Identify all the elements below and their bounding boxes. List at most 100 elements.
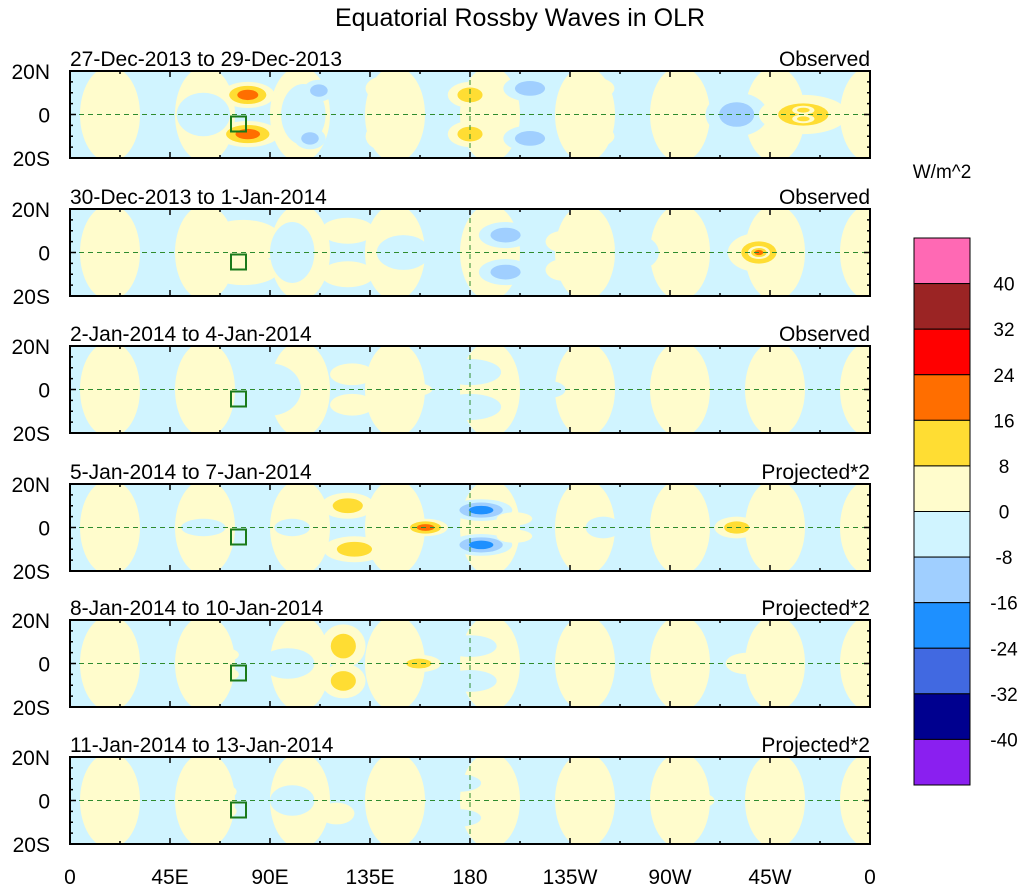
anomaly-contour xyxy=(212,667,239,681)
panel-date-range: 30-Dec-2013 to 1-Jan-2014 xyxy=(70,186,327,209)
anomaly-contour xyxy=(574,125,615,148)
anomaly-contour xyxy=(270,785,315,816)
reference-box xyxy=(230,253,247,271)
colorbar-box xyxy=(913,647,971,695)
anomaly-contour xyxy=(514,81,546,96)
anomaly-contour xyxy=(176,92,230,137)
panel-6: 20N 0 20S 11-Jan-2014 to 13-Jan-2014 Project… xyxy=(11,734,871,857)
anomaly-contour xyxy=(270,222,315,283)
colorbar-label: -40 xyxy=(990,730,1017,751)
colorbar-label: 0 xyxy=(999,503,1010,524)
anomaly-contour xyxy=(330,393,375,416)
y-tick-label: 20S xyxy=(13,286,50,309)
reference-box xyxy=(230,801,247,819)
y-tick-label: 20N xyxy=(11,61,50,84)
colorbar-box xyxy=(913,465,971,512)
anomaly-contour xyxy=(235,128,261,140)
x-tick-label: 45E xyxy=(151,866,188,889)
colorbar-box xyxy=(913,511,971,558)
anomaly-contour xyxy=(468,505,494,515)
anomaly-contour xyxy=(214,804,237,818)
colorbar-label: -16 xyxy=(990,594,1017,615)
anomaly-contour xyxy=(443,635,497,657)
colorbar-label: 16 xyxy=(993,411,1014,432)
y-tick-label: 20N xyxy=(11,474,50,497)
colorbar-box xyxy=(913,237,971,285)
panel-5: 20N 0 20S 8-Jan-2014 to 10-Jan-2014 Projecte… xyxy=(11,597,871,720)
colorbar-box xyxy=(913,693,971,740)
colorbar-box xyxy=(913,419,971,467)
y-tick-label: 20S xyxy=(13,834,50,857)
anomaly-contour xyxy=(181,518,226,537)
anomaly-contour xyxy=(496,512,533,526)
anomaly-contour xyxy=(196,391,233,410)
colorbar-label: 40 xyxy=(993,275,1014,296)
panel-kind-label: Observed xyxy=(779,186,870,209)
panel-kind-label: Observed xyxy=(779,48,870,71)
y-tick-label: 20N xyxy=(11,610,50,633)
panel-kind-label: Projected*2 xyxy=(761,461,870,484)
reference-box xyxy=(230,115,247,133)
x-tick-label: 45W xyxy=(748,866,791,889)
anomaly-contour xyxy=(196,369,233,388)
y-tick-label: 20S xyxy=(13,423,50,446)
colorbar-label: -8 xyxy=(996,548,1013,569)
colorbar-box xyxy=(913,556,971,604)
y-tick-label: 0 xyxy=(38,105,50,128)
colorbar-label: -24 xyxy=(990,639,1018,660)
anomaly-contour xyxy=(797,116,810,122)
anomaly-contour xyxy=(545,230,582,253)
anomaly-contour xyxy=(365,121,410,152)
colorbar-box xyxy=(913,374,971,421)
reference-box xyxy=(230,390,247,408)
anomaly-contour xyxy=(212,648,239,662)
anomaly-contour xyxy=(436,809,482,827)
y-tick-label: 20N xyxy=(11,336,50,359)
x-tick-label: 0 xyxy=(864,866,876,889)
anomaly-contour xyxy=(438,359,502,386)
anomaly-contour xyxy=(330,671,356,691)
weak-positive-band xyxy=(650,209,710,296)
anomaly-contour xyxy=(318,802,355,825)
anomaly-contour xyxy=(490,227,521,243)
anomaly-contour xyxy=(496,529,533,543)
panel-kind-label: Projected*2 xyxy=(761,734,870,757)
colorbar-label: 32 xyxy=(993,320,1014,341)
anomaly-contour xyxy=(468,540,494,550)
anomaly-contour xyxy=(490,264,521,280)
anomaly-contour xyxy=(321,261,375,288)
x-tick-label: 135W xyxy=(543,866,598,889)
anomaly-contour xyxy=(797,107,810,113)
anomaly-contour xyxy=(332,498,363,514)
panels: 20N 0 20S 27-Dec-2013 to 29-Dec-2013 Observe… xyxy=(11,48,871,857)
anomaly-contour xyxy=(574,77,615,100)
weak-positive-band xyxy=(650,346,710,433)
anomaly-contour xyxy=(365,75,410,102)
x-tick-label: 180 xyxy=(452,866,487,889)
anomaly-contour xyxy=(214,785,237,799)
x-tick-label: 0 xyxy=(64,866,76,889)
y-tick-label: 0 xyxy=(38,791,50,814)
weak-positive-band xyxy=(650,620,710,707)
weak-positive-band xyxy=(650,484,710,571)
reference-box xyxy=(230,528,247,546)
anomaly-contour xyxy=(237,89,259,101)
anomaly-contour xyxy=(514,131,546,146)
colorbar-box xyxy=(913,738,971,786)
y-tick-label: 0 xyxy=(38,518,50,541)
anomaly-contour xyxy=(330,633,356,659)
y-tick-label: 20S xyxy=(13,561,50,584)
chart-title: Equatorial Rossby Waves in OLR xyxy=(335,4,705,32)
anomaly-contour xyxy=(438,393,502,420)
y-tick-label: 0 xyxy=(38,380,50,403)
x-tick-label: 90E xyxy=(251,866,288,889)
panel-3: 20N 0 20S 2-Jan-2014 to 4-Jan-2014 Observed xyxy=(11,323,871,446)
anomaly-contour xyxy=(457,87,483,103)
colorbar-label: -32 xyxy=(990,685,1017,706)
x-tick-label: 90W xyxy=(648,866,691,889)
y-tick-label: 20N xyxy=(11,747,50,770)
panel-1: 20N 0 20S 27-Dec-2013 to 29-Dec-2013 Observe… xyxy=(11,48,871,171)
colorbar-units-label: W/m^2 xyxy=(913,162,972,183)
reference-box xyxy=(230,664,247,682)
